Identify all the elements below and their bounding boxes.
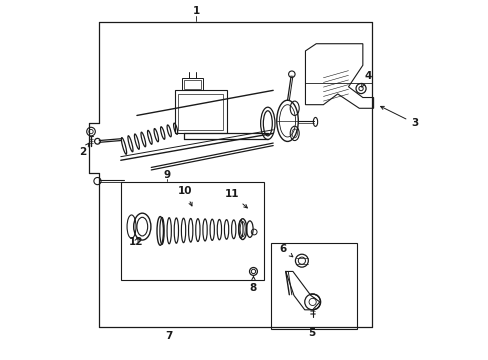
Text: 8: 8 — [249, 276, 257, 293]
Text: 2: 2 — [79, 143, 89, 157]
Bar — [121, 182, 264, 280]
Text: 5: 5 — [307, 328, 315, 338]
Bar — [271, 243, 357, 329]
Bar — [174, 90, 226, 134]
Polygon shape — [305, 44, 373, 108]
Text: 4: 4 — [361, 71, 371, 87]
Text: 11: 11 — [224, 189, 247, 208]
Text: 9: 9 — [163, 170, 171, 180]
Text: 7: 7 — [165, 331, 173, 341]
Bar — [182, 78, 203, 90]
Polygon shape — [285, 271, 319, 310]
Bar — [183, 80, 201, 89]
Bar — [178, 94, 223, 130]
Text: 6: 6 — [279, 244, 292, 257]
Text: 12: 12 — [129, 237, 143, 247]
Text: 1: 1 — [192, 6, 199, 17]
Text: 10: 10 — [178, 186, 192, 206]
Text: 3: 3 — [380, 107, 418, 128]
